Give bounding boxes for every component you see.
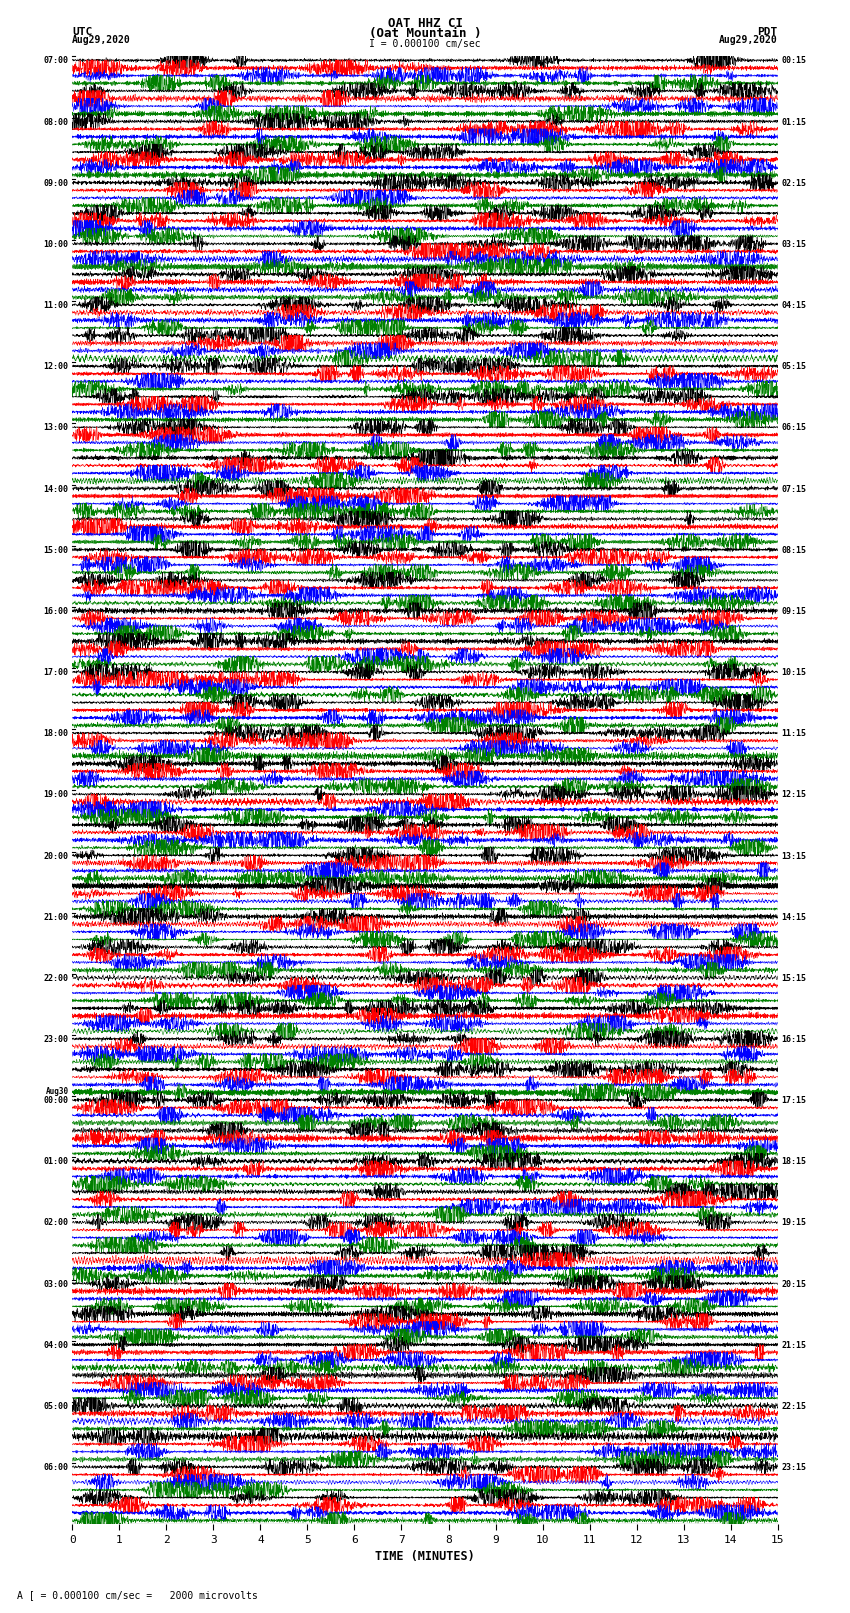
Text: 01:15: 01:15 [781,118,807,126]
Text: 23:00: 23:00 [43,1036,69,1044]
Text: 09:00: 09:00 [43,179,69,187]
Text: 08:00: 08:00 [43,118,69,126]
Text: 00:15: 00:15 [781,56,807,66]
Text: 19:00: 19:00 [43,790,69,800]
Text: 13:15: 13:15 [781,852,807,860]
Text: 15:00: 15:00 [43,545,69,555]
Text: A [ = 0.000100 cm/sec =   2000 microvolts: A [ = 0.000100 cm/sec = 2000 microvolts [17,1590,258,1600]
Text: 14:15: 14:15 [781,913,807,921]
Text: 17:15: 17:15 [781,1097,807,1105]
Text: 23:15: 23:15 [781,1463,807,1473]
Text: 05:15: 05:15 [781,363,807,371]
Text: 01:00: 01:00 [43,1158,69,1166]
Text: 02:15: 02:15 [781,179,807,187]
Text: 15:15: 15:15 [781,974,807,982]
Text: 04:15: 04:15 [781,302,807,310]
Text: 10:15: 10:15 [781,668,807,677]
Text: 11:00: 11:00 [43,302,69,310]
Text: 17:00: 17:00 [43,668,69,677]
Text: PDT: PDT [757,27,778,37]
Text: (Oat Mountain ): (Oat Mountain ) [369,27,481,40]
Text: 18:15: 18:15 [781,1158,807,1166]
Text: 02:00: 02:00 [43,1218,69,1227]
Text: 03:00: 03:00 [43,1279,69,1289]
Text: 12:00: 12:00 [43,363,69,371]
Text: 22:15: 22:15 [781,1402,807,1411]
Text: 12:15: 12:15 [781,790,807,800]
Text: 20:00: 20:00 [43,852,69,860]
Text: 16:00: 16:00 [43,606,69,616]
Text: 00:00: 00:00 [43,1097,69,1105]
Text: 14:00: 14:00 [43,484,69,494]
Text: 20:15: 20:15 [781,1279,807,1289]
Text: 09:15: 09:15 [781,606,807,616]
Text: 19:15: 19:15 [781,1218,807,1227]
Text: UTC: UTC [72,27,93,37]
Text: Aug29,2020: Aug29,2020 [719,35,778,45]
Text: 18:00: 18:00 [43,729,69,739]
Text: 07:00: 07:00 [43,56,69,66]
Text: I = 0.000100 cm/sec: I = 0.000100 cm/sec [369,39,481,50]
Text: 22:00: 22:00 [43,974,69,982]
Text: 21:00: 21:00 [43,913,69,921]
Text: 06:15: 06:15 [781,424,807,432]
Text: 13:00: 13:00 [43,424,69,432]
Text: 21:15: 21:15 [781,1340,807,1350]
Text: 05:00: 05:00 [43,1402,69,1411]
Text: 11:15: 11:15 [781,729,807,739]
Text: 08:15: 08:15 [781,545,807,555]
Text: Aug30: Aug30 [46,1087,69,1097]
X-axis label: TIME (MINUTES): TIME (MINUTES) [375,1550,475,1563]
Text: OAT HHZ CI: OAT HHZ CI [388,16,462,31]
Text: 06:00: 06:00 [43,1463,69,1473]
Text: Aug29,2020: Aug29,2020 [72,35,131,45]
Text: 16:15: 16:15 [781,1036,807,1044]
Text: 04:00: 04:00 [43,1340,69,1350]
Text: 10:00: 10:00 [43,240,69,248]
Text: 03:15: 03:15 [781,240,807,248]
Text: 07:15: 07:15 [781,484,807,494]
